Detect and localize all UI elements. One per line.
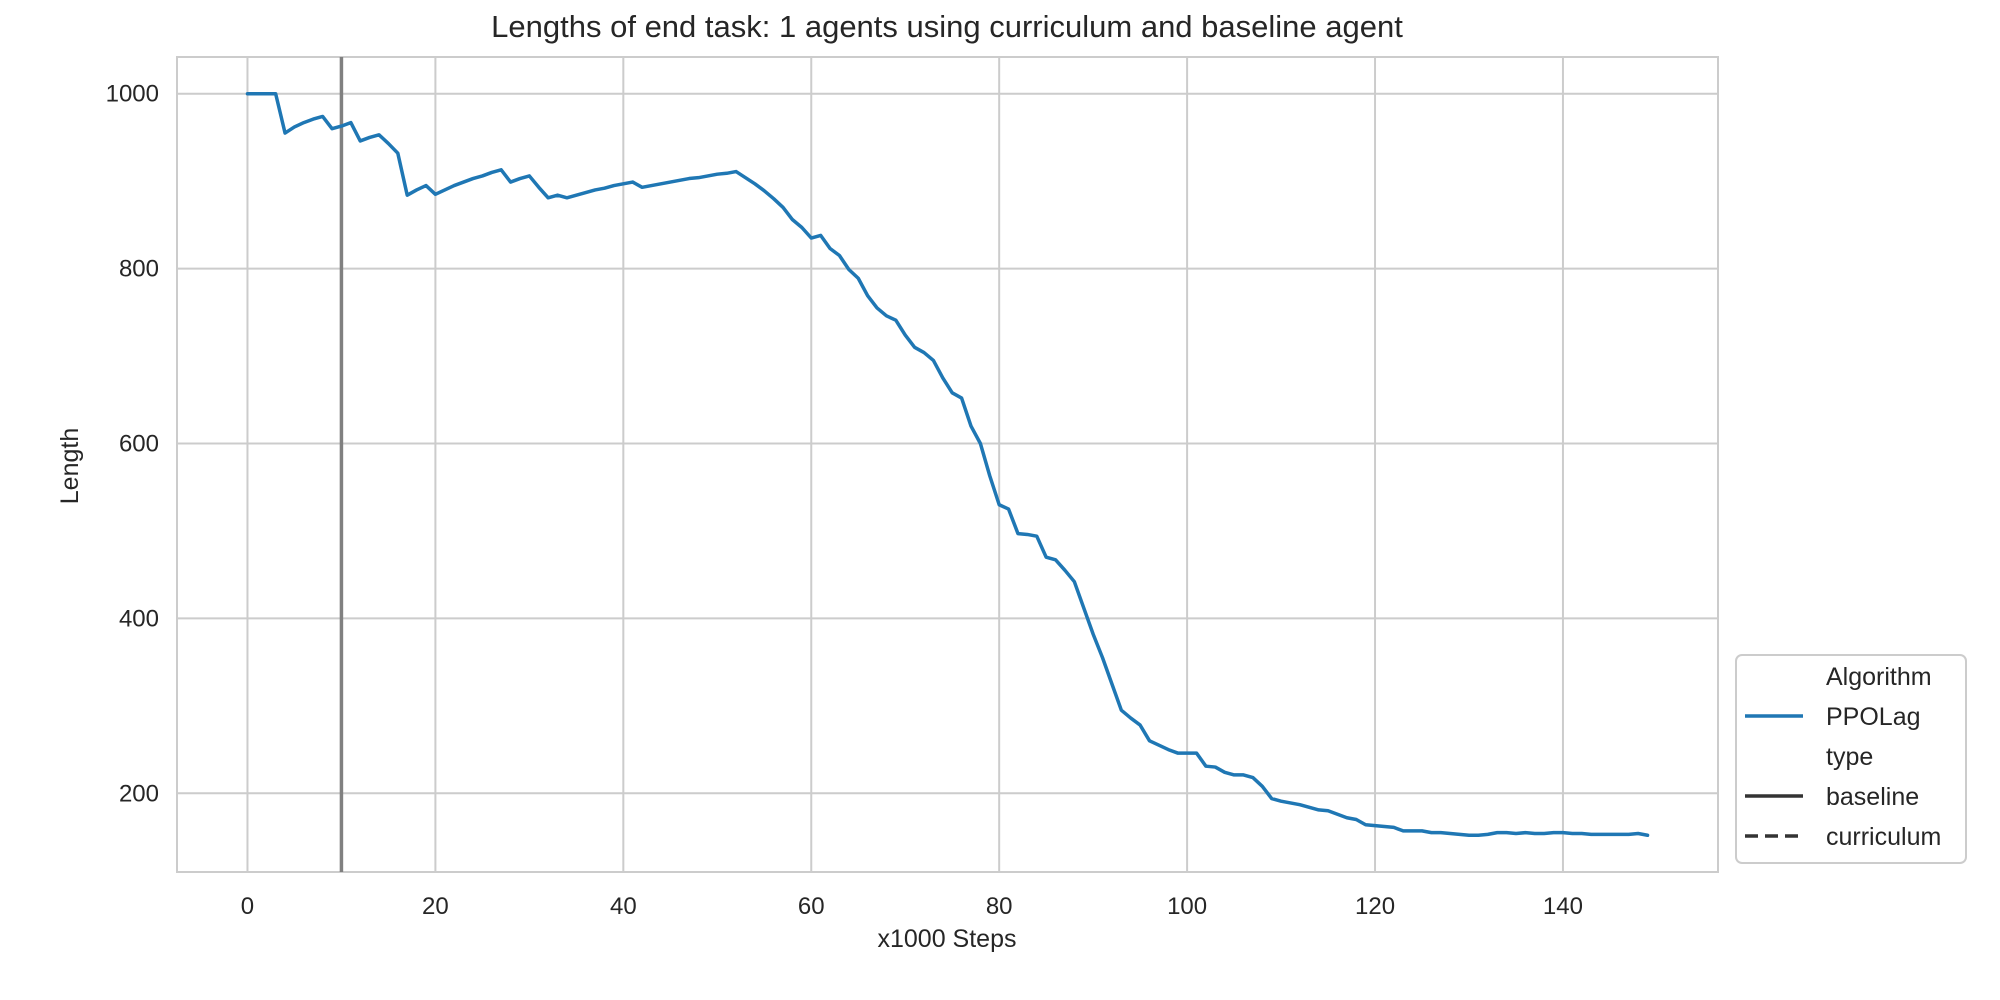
x-axis-label: x1000 Steps	[878, 925, 1017, 953]
x-tick-label: 80	[986, 893, 1013, 920]
y-tick-label: 600	[119, 431, 159, 458]
y-tick-label: 400	[119, 605, 159, 632]
x-axis-ticks: 0 20 40 60 80 100 120 140	[241, 893, 1583, 920]
plot-area	[176, 56, 1719, 873]
series-layer	[245, 91, 1650, 838]
x-tick-label: 20	[422, 893, 449, 920]
legend-label-algorithm: Algorithm	[1826, 663, 1932, 691]
y-axis-label: Length	[56, 428, 84, 504]
y-tick-label: 800	[119, 256, 159, 283]
plot-frame	[176, 56, 1719, 873]
legend-label-ppolag: PPOLag	[1826, 703, 1921, 731]
legend: Algorithm PPOLag type baseline curriculum	[1735, 654, 1967, 864]
legend-frame	[1735, 654, 1967, 864]
legend-label-baseline: baseline	[1826, 783, 1919, 811]
grid-lines	[177, 57, 1718, 872]
legend-label-curriculum: curriculum	[1826, 823, 1941, 851]
series-line-ppolag	[245, 91, 1650, 838]
x-tick-label: 120	[1355, 893, 1395, 920]
legend-label-type: type	[1826, 743, 1873, 771]
x-tick-label: 140	[1543, 893, 1583, 920]
x-tick-label: 60	[798, 893, 825, 920]
y-tick-label: 200	[119, 780, 159, 807]
x-tick-label: 0	[241, 893, 254, 920]
chart-title: Lengths of end task: 1 agents using curr…	[491, 9, 1403, 44]
y-tick-label: 1000	[106, 81, 159, 108]
y-axis-ticks: 200 400 600 800 1000	[106, 81, 159, 808]
x-tick-label: 100	[1167, 893, 1207, 920]
x-tick-label: 40	[610, 893, 637, 920]
